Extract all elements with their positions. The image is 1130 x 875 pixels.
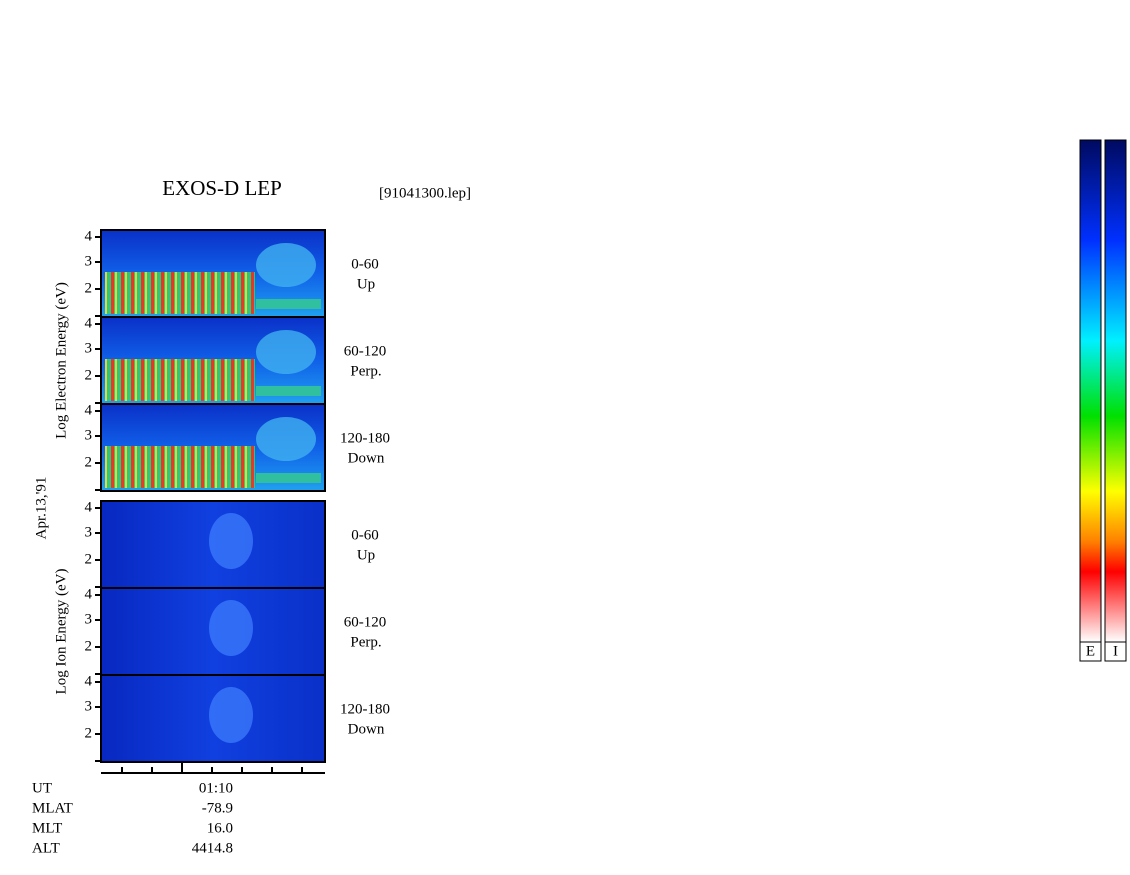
direction: Perp.	[350, 634, 381, 650]
time-ticks	[121, 762, 303, 773]
spectrogram-band	[256, 473, 321, 483]
spectrogram-blob	[209, 513, 253, 569]
spectrogram-band	[256, 386, 321, 396]
footer: UT 01:10 MLAT -78.9 MLT 16.0 ALT 4414.8	[32, 780, 233, 856]
y-tick-label: 3	[85, 253, 93, 269]
y-tick-label: 3	[85, 427, 93, 443]
y-tick-label: 3	[85, 698, 93, 714]
footer-label: MLT	[32, 820, 62, 836]
y-tick-label: 4	[85, 402, 93, 418]
y-tick-label: 3	[85, 340, 93, 356]
y-tick-label: 2	[85, 280, 93, 296]
file-name: [91041300.lep]	[379, 185, 471, 201]
spectrogram-blob	[256, 417, 316, 461]
y-tick-label: 2	[85, 725, 93, 741]
direction: Up	[357, 276, 375, 292]
spectrogram-blob	[209, 687, 253, 743]
direction: Up	[357, 547, 375, 563]
pitch-angle: 120-180	[340, 430, 390, 446]
spectrogram-band	[105, 446, 255, 488]
y-tick-label: 3	[85, 524, 93, 540]
direction: Down	[348, 721, 385, 737]
footer-label: MLAT	[32, 800, 73, 816]
axis-label: Log Electron Energy (eV)	[53, 282, 69, 439]
title: EXOS-D LEP	[162, 176, 282, 200]
footer-label: UT	[32, 780, 52, 796]
y-tick-label: 2	[85, 551, 93, 567]
panels: Log Electron Energy (eV) 4 3 2 0-60 Up 4 3 2 60-1…	[53, 228, 390, 763]
spectrogram-blob	[256, 243, 316, 287]
direction: Perp.	[350, 363, 381, 379]
panel-frame	[100, 674, 326, 763]
pitch-angle: 120-180	[340, 701, 390, 717]
colorbar-label-box	[1104, 641, 1127, 662]
y-tick-label: 2	[85, 454, 93, 470]
footer-value: 16.0	[207, 820, 233, 836]
spectrogram-blob	[209, 600, 253, 656]
y-tick-label: 2	[85, 638, 93, 654]
colorbar-label-box	[1079, 641, 1102, 662]
spectrogram-band	[105, 272, 255, 314]
footer-label: ALT	[32, 840, 60, 856]
panel-frame	[100, 403, 326, 492]
pitch-angle: 0-60	[351, 527, 379, 543]
spectrogram-band	[256, 299, 321, 309]
date: Apr.13,'91	[33, 477, 49, 540]
y-tick-label: 4	[85, 586, 93, 602]
footer-value: 4414.8	[192, 840, 233, 856]
direction: Down	[348, 450, 385, 466]
axis-label: Log Ion Energy (eV)	[53, 569, 69, 695]
pitch-angle: 0-60	[351, 256, 379, 272]
pitch-angle: 60-120	[344, 614, 387, 630]
spectrogram-band	[105, 359, 255, 401]
footer-value: 01:10	[199, 780, 233, 796]
colorbar-label: I	[1113, 643, 1118, 659]
y-tick-label: 4	[85, 228, 93, 244]
y-tick-label: 3	[85, 611, 93, 627]
footer-value: -78.9	[202, 800, 233, 816]
y-tick-label: 4	[85, 499, 93, 515]
y-tick-label: 4	[85, 673, 93, 689]
colorbar	[1079, 139, 1102, 643]
y-tick-label: 4	[85, 315, 93, 331]
colorbar	[1104, 139, 1127, 643]
spectrogram-blob	[256, 330, 316, 374]
colorbar-label: E	[1086, 643, 1095, 659]
y-tick-label: 2	[85, 367, 93, 383]
pitch-angle: 60-120	[344, 343, 387, 359]
